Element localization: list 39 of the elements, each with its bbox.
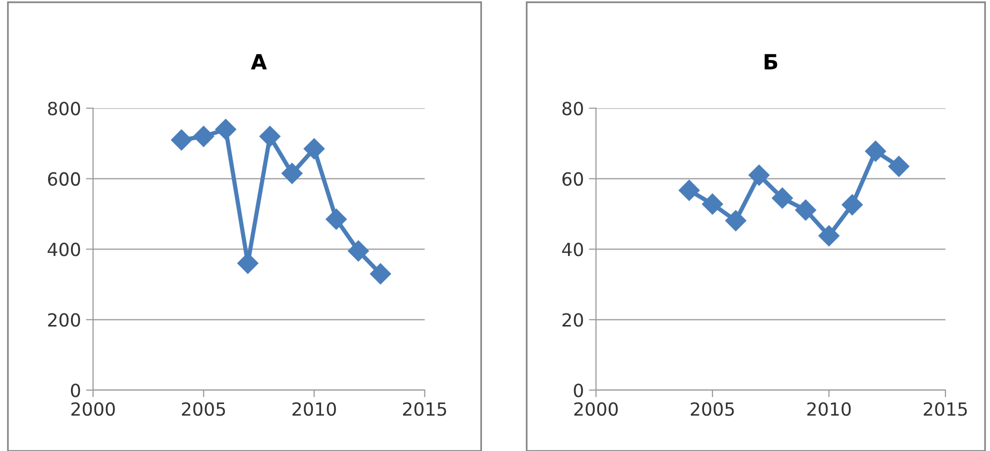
point bbox=[193, 126, 214, 147]
point bbox=[259, 126, 280, 147]
point bbox=[842, 194, 863, 216]
point bbox=[772, 188, 793, 209]
y-tick-label: 400 bbox=[48, 242, 80, 256]
y-tick-label: 20 bbox=[562, 313, 583, 327]
y-tick-label: 800 bbox=[48, 102, 80, 116]
y-tick-label: 200 bbox=[48, 313, 80, 327]
chart-title: Б bbox=[764, 54, 778, 70]
point bbox=[725, 210, 746, 232]
y-tick-label: 600 bbox=[48, 172, 80, 186]
point bbox=[215, 118, 236, 140]
y-tick-label: 0 bbox=[70, 384, 80, 398]
point bbox=[170, 129, 192, 150]
y-tick-label: 40 bbox=[562, 242, 583, 256]
x-tick-label: 2005 bbox=[690, 402, 734, 416]
y-tick-label: 60 bbox=[562, 172, 583, 186]
y-tick-label: 0 bbox=[574, 384, 583, 398]
point bbox=[678, 180, 700, 201]
point bbox=[282, 162, 303, 184]
x-tick-label: 2010 bbox=[292, 402, 336, 416]
point bbox=[865, 140, 886, 162]
point bbox=[348, 240, 369, 262]
y-tick-label: 80 bbox=[562, 102, 583, 116]
point bbox=[326, 208, 347, 230]
point bbox=[748, 164, 770, 186]
x-tick-label: 2015 bbox=[403, 402, 446, 416]
point bbox=[370, 263, 392, 284]
x-tick-label: 2000 bbox=[574, 402, 618, 416]
x-tick-label: 2005 bbox=[182, 402, 226, 416]
chart-title: А bbox=[250, 54, 267, 70]
x-tick-label: 2010 bbox=[807, 402, 851, 416]
point bbox=[702, 194, 723, 215]
x-tick-label: 2000 bbox=[71, 402, 115, 416]
point bbox=[304, 138, 325, 160]
point bbox=[888, 156, 910, 177]
point bbox=[795, 200, 816, 221]
x-tick-label: 2015 bbox=[924, 402, 967, 416]
point bbox=[818, 225, 840, 246]
